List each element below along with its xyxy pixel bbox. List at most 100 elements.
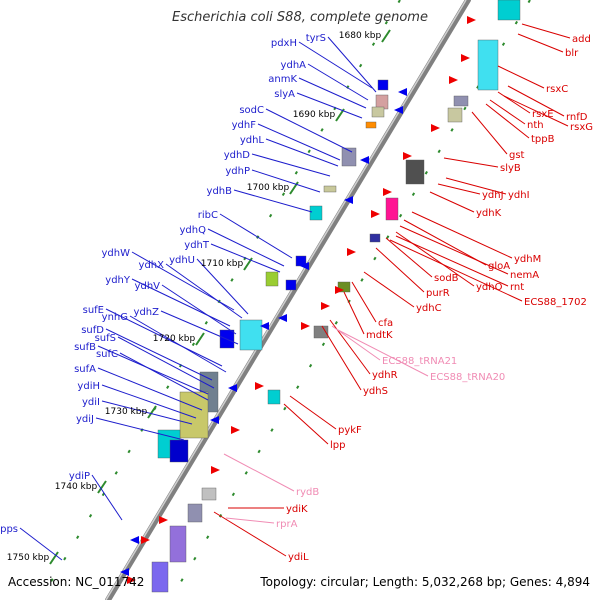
- ruler-tick: [49, 551, 59, 565]
- tick-track-inner: [39, 0, 401, 600]
- plus-gene-label: sodC: [239, 105, 264, 116]
- gene-block-minus: [453, 95, 469, 107]
- minus-gene-leader: [521, 23, 571, 39]
- minus-gene-label: rsxG: [570, 122, 593, 133]
- plus-gene-label: ydhQ: [180, 225, 207, 236]
- minus-gene-label: gst: [509, 150, 525, 161]
- plus-gene-leader: [101, 384, 197, 419]
- gene-arrow-minus: [211, 466, 220, 474]
- gene-block-minus: [385, 197, 399, 221]
- plus-gene-label: slyA: [274, 89, 295, 100]
- minus-gene-label: ECS88_1702: [524, 297, 587, 308]
- gene-arrow-minus: [383, 188, 392, 196]
- tick-track-outer: [169, 0, 531, 600]
- backbone-line: [105, 0, 471, 600]
- plus-gene-leader: [160, 310, 239, 345]
- ruler-tick: [97, 480, 107, 494]
- rna-gene-leader: [331, 325, 381, 361]
- rna-gene-label: rprA: [276, 519, 298, 530]
- gene-block-plus: [265, 271, 279, 287]
- minus-gene-label: ydhO: [476, 282, 503, 293]
- ruler-label: 1740 kbp: [55, 482, 98, 492]
- gene-arrow-plus: [398, 88, 407, 96]
- plus-gene-leader: [257, 123, 341, 161]
- gene-labels: 1680 kbp 1690 kbp 1700 kbp 1710 kbp 1720 kbp…: [0, 31, 593, 563]
- minus-gene-label: gloA: [488, 261, 510, 272]
- plus-gene-label: pdxH: [271, 38, 297, 49]
- minus-gene-leader: [497, 91, 531, 114]
- minus-gene-label: ydiL: [288, 552, 309, 563]
- plus-gene-leader: [196, 258, 249, 315]
- minus-gene-label: lpp: [330, 440, 345, 451]
- plus-gene-leader: [210, 243, 281, 273]
- ruler-tick: [147, 405, 157, 419]
- plus-gene-label: ydhF: [232, 120, 257, 131]
- gene-arrow-plus: [210, 416, 219, 424]
- gene-arrow-minus: [127, 576, 136, 584]
- minus-gene-leader: [329, 319, 371, 375]
- minus-gene-leader: [445, 177, 507, 195]
- plus-gene-label: ydhB: [207, 186, 233, 197]
- plus-gene-label: ydiJ: [76, 414, 94, 425]
- gene-arrow-minus: [371, 210, 380, 218]
- plus-gene-label: ydhT: [184, 240, 210, 251]
- gene-arrow-minus: [231, 426, 240, 434]
- gene-arrow-minus: [449, 76, 458, 84]
- minus-gene-label: rnfD: [566, 112, 588, 123]
- plus-gene-leader: [265, 138, 339, 167]
- plus-gene-label: sufS: [95, 333, 116, 344]
- minus-gene-leader: [289, 395, 337, 430]
- gene-arrow-plus: [344, 196, 353, 204]
- plus-gene-leader: [207, 228, 285, 267]
- minus-gene-leader: [363, 271, 415, 308]
- rna-gene-label: ECS88_tRNA21: [382, 356, 457, 367]
- plus-gene-label: sufB: [74, 342, 96, 353]
- minus-gene-leader: [471, 111, 508, 155]
- plus-gene-label: ynhG: [102, 312, 128, 323]
- plus-gene-leader: [97, 345, 209, 395]
- minus-gene-leader: [497, 65, 545, 89]
- plus-gene-label: ydhA: [281, 60, 307, 71]
- minus-gene-leader: [375, 247, 425, 293]
- plus-gene-leader: [233, 189, 313, 213]
- plus-gene-label: sufE: [83, 305, 104, 316]
- gene-arrow-minus: [467, 16, 476, 24]
- minus-gene-label: ydhC: [416, 303, 442, 314]
- minus-gene-label: blr: [565, 48, 579, 59]
- plus-gene-label: ydhL: [240, 135, 265, 146]
- plus-gene-label: ydhV: [135, 281, 161, 292]
- ruler-tick: [195, 332, 205, 346]
- minus-gene-leader: [517, 33, 564, 53]
- gene-arrow-plus: [394, 106, 403, 114]
- plus-gene-label: sufD: [81, 325, 104, 336]
- plus-gene-leader: [265, 108, 353, 153]
- gene-block-plus: [377, 79, 389, 91]
- minus-gene-label: rsxE: [532, 109, 554, 120]
- minus-gene-leader: [321, 325, 362, 391]
- plus-gene-leader: [119, 352, 209, 401]
- plus-gene-label: ydiH: [77, 381, 100, 392]
- plus-gene-label: tyrS: [306, 33, 326, 44]
- minus-gene-label: nth: [527, 120, 544, 131]
- minus-gene-leader: [403, 219, 487, 266]
- minus-gene-label: add: [572, 34, 591, 45]
- plus-gene-label: ydiI: [82, 397, 100, 408]
- minus-gene-leader: [411, 211, 513, 259]
- plus-gene-leader: [105, 328, 213, 381]
- plus-gene-label: ydhZ: [134, 307, 160, 318]
- gene-arrow-plus: [260, 322, 269, 330]
- minus-gene-leader: [385, 237, 433, 278]
- gene-arrow-plus: [278, 314, 287, 322]
- feature-blocks: [120, 0, 521, 593]
- minus-gene-label: tppB: [531, 134, 555, 145]
- plus-gene-leader: [296, 92, 363, 119]
- plus-gene-leader: [19, 527, 63, 561]
- plus-gene-label: anmK: [268, 74, 297, 85]
- minus-gene-leader: [351, 281, 377, 323]
- plus-gene-label: pps: [0, 524, 18, 535]
- minus-gene-label: ydhJ: [482, 190, 504, 201]
- gene-arrow-plus: [120, 568, 129, 576]
- plus-gene-leader: [91, 474, 123, 521]
- minus-gene-leader: [489, 99, 526, 125]
- ruler-label: 1690 kbp: [293, 110, 336, 120]
